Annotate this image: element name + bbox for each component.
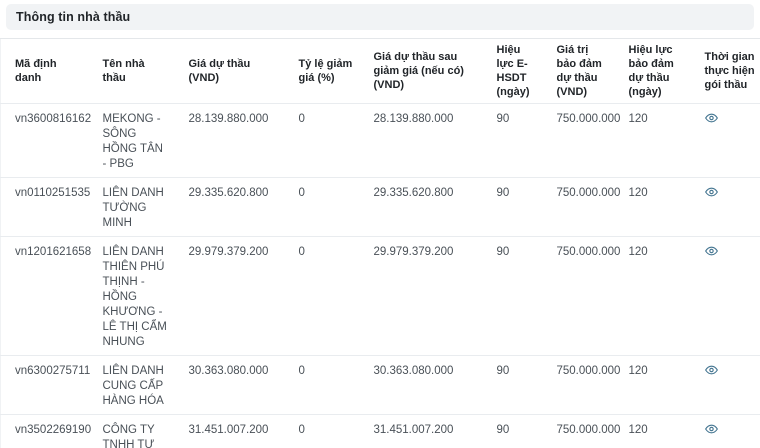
cell-price-after-discount: 30.363.080.000 (359, 355, 483, 415)
cell-bid-price: 29.979.379.200 (174, 236, 285, 356)
cell-actions (690, 103, 760, 178)
cell-discount-pct: 0 (284, 103, 360, 178)
col-header-bid-price: Giá dự thầu (VND) (174, 38, 285, 104)
view-details-button[interactable] (704, 246, 718, 256)
cell-identifier: vn3600816162 (0, 103, 91, 178)
eye-icon (704, 187, 718, 197)
table-header-row: Mã định danh Tên nhà thầu Giá dự thầu (V… (0, 38, 760, 104)
cell-ehsdt-validity: 90 (482, 355, 543, 415)
cell-contractor-name: LIÊN DANH THIÊN PHÚ THỊNH - HỒNG KHƯƠNG … (88, 236, 175, 356)
cell-contractor-name: MEKONG - SÔNG HỒNG TÂN - PBG (88, 103, 175, 178)
view-details-button[interactable] (704, 113, 718, 123)
col-header-discount-pct: Tỷ lệ giảm giá (%) (284, 38, 360, 104)
cell-guarantee-validity: 120 (614, 414, 691, 448)
col-header-guarantee-value: Giá trị bảo đảm dự thầu (VND) (542, 38, 615, 104)
cell-identifier: vn1201621658 (0, 236, 91, 356)
col-header-ehsdt-validity: Hiệu lực E-HSDT (ngày) (482, 38, 543, 104)
cell-discount-pct: 0 (284, 355, 360, 415)
cell-bid-price: 29.335.620.800 (174, 177, 285, 237)
cell-actions (690, 236, 760, 356)
cell-guarantee-value: 750.000.000 (542, 236, 620, 356)
eye-icon (704, 113, 718, 123)
cell-bid-price: 28.139.880.000 (174, 103, 285, 178)
eye-icon (704, 365, 718, 375)
cell-discount-pct: 0 (284, 414, 360, 448)
view-details-button[interactable] (704, 424, 718, 434)
cell-guarantee-validity: 120 (614, 177, 691, 237)
cell-bid-price: 31.451.007.200 (174, 414, 285, 448)
cell-ehsdt-validity: 90 (482, 236, 543, 356)
cell-ehsdt-validity: 90 (482, 177, 543, 237)
cell-guarantee-value: 750.000.000 (542, 177, 620, 237)
eye-icon (704, 424, 718, 434)
cell-discount-pct: 0 (284, 177, 360, 237)
col-header-guarantee-validity: Hiệu lực bảo đảm dự thầu (ngày) (614, 38, 691, 104)
eye-icon (704, 246, 718, 256)
cell-price-after-discount: 29.335.620.800 (359, 177, 483, 237)
col-header-execution-time: Thời gian thực hiện gói thầu (690, 38, 760, 104)
cell-guarantee-value: 750.000.000 (542, 355, 620, 415)
col-header-identifier: Mã định danh (0, 38, 89, 104)
view-details-button[interactable] (704, 365, 718, 375)
table-row: vn6300275711 LIÊN DANH CUNG CẤP HÀNG HÓA… (0, 355, 760, 415)
cell-guarantee-validity: 120 (614, 355, 691, 415)
col-header-price-after-discount: Giá dự thầu sau giảm giá (nếu có) (VND) (359, 38, 483, 104)
cell-identifier: vn6300275711 (0, 355, 90, 415)
table-row: vn0110251535 LIÊN DANH TƯỜNG MINH 29.335… (0, 177, 760, 237)
cell-guarantee-value: 750.000.000 (542, 103, 620, 178)
contractor-table-container: Mã định danh Tên nhà thầu Giá dự thầu (V… (0, 38, 760, 448)
cell-discount-pct: 0 (284, 236, 360, 356)
cell-price-after-discount: 31.451.007.200 (359, 414, 483, 448)
panel-title: Thông tin nhà thầu (16, 10, 131, 24)
cell-identifier: vn3502269190 (0, 414, 91, 448)
table-row: vn3502269190 CÔNG TY TNHH TƯ TRUC 31.451… (0, 414, 760, 448)
cell-actions (690, 177, 760, 237)
panel-header-contractor-info: Thông tin nhà thầu (6, 4, 754, 30)
col-header-contractor-name: Tên nhà thầu (88, 38, 175, 104)
cell-identifier: vn0110251535 (0, 177, 90, 237)
view-details-button[interactable] (704, 187, 718, 197)
cell-contractor-name: CÔNG TY TNHH TƯ TRUC (88, 414, 175, 448)
cell-ehsdt-validity: 90 (482, 414, 543, 448)
cell-bid-price: 30.363.080.000 (174, 355, 285, 415)
table-row: vn1201621658 LIÊN DANH THIÊN PHÚ THỊNH -… (0, 236, 760, 356)
cell-guarantee-value: 750.000.000 (542, 414, 620, 448)
cell-contractor-name: LIÊN DANH TƯỜNG MINH (88, 177, 175, 237)
cell-guarantee-validity: 120 (614, 236, 691, 356)
cell-price-after-discount: 28.139.880.000 (359, 103, 483, 178)
cell-actions (690, 355, 760, 415)
contractor-table: Mã định danh Tên nhà thầu Giá dự thầu (V… (0, 38, 760, 448)
cell-contractor-name: LIÊN DANH CUNG CẤP HÀNG HÓA (88, 355, 175, 415)
cell-price-after-discount: 29.979.379.200 (359, 236, 483, 356)
cell-actions (690, 414, 760, 448)
cell-ehsdt-validity: 90 (482, 103, 543, 178)
table-row: vn3600816162 MEKONG - SÔNG HỒNG TÂN - PB… (0, 103, 760, 178)
cell-guarantee-validity: 120 (614, 103, 691, 178)
